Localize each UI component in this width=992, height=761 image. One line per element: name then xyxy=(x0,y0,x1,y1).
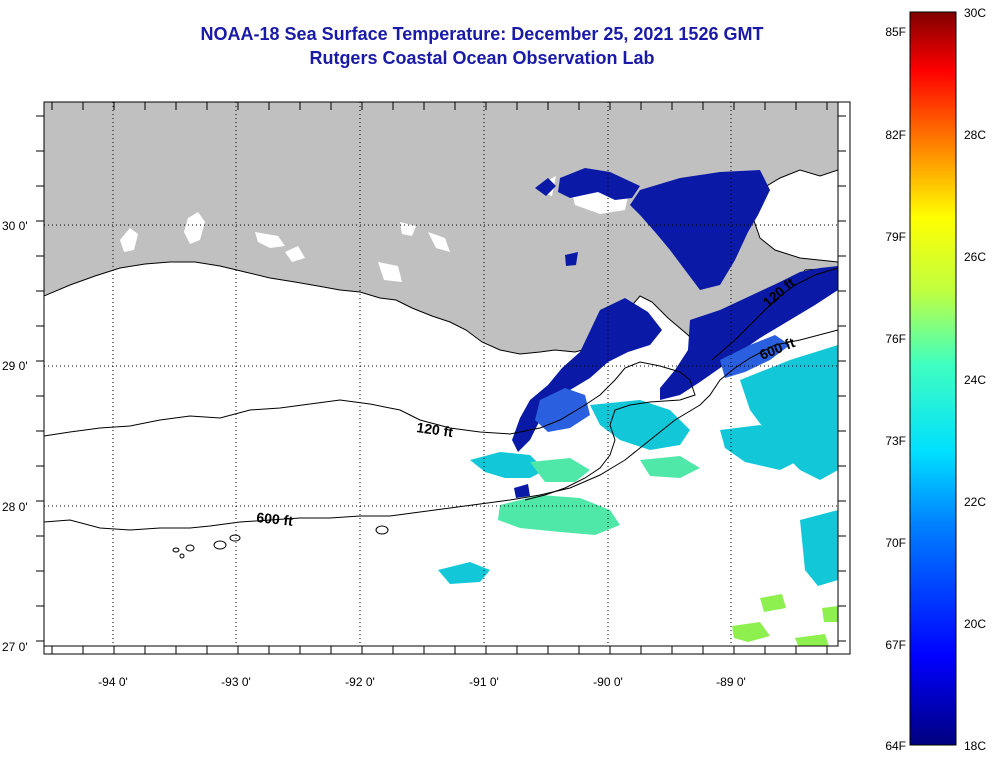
colorbar xyxy=(909,11,957,746)
lon-label: -94 0' xyxy=(98,675,128,689)
map-subtitle: Rutgers Coastal Ocean Observation Lab xyxy=(309,48,655,68)
sst-green-patches xyxy=(498,456,700,535)
latitude-labels: 30 0' 29 0' 28 0' 27 0' xyxy=(2,219,28,654)
colorbar-c-label: 28C xyxy=(964,128,986,142)
map-title: NOAA-18 Sea Surface Temperature: Decembe… xyxy=(200,24,764,44)
lake xyxy=(378,262,402,282)
colorbar-f-label: 70F xyxy=(885,536,906,550)
map-outer-frame xyxy=(43,101,851,655)
lake xyxy=(120,228,138,252)
sst-warm-patches xyxy=(438,345,838,586)
lon-label: -89 0' xyxy=(716,675,746,689)
colorbar-c-label: 26C xyxy=(964,250,986,264)
sst-light-green-patches xyxy=(732,594,838,646)
axis-ticks xyxy=(36,102,846,654)
contour-120ft-east xyxy=(711,267,838,361)
colorbar-c-label: 22C xyxy=(964,495,986,509)
colorbar-f-label: 76F xyxy=(885,332,906,346)
colorbar-f-label: 79F xyxy=(885,230,906,244)
lat-label: 30 0' xyxy=(2,219,28,233)
colorbar-c-label: 30C xyxy=(964,6,986,20)
lon-label: -91 0' xyxy=(469,675,499,689)
lon-label: -92 0' xyxy=(345,675,375,689)
lat-label: 27 0' xyxy=(2,640,28,654)
contour-600ft xyxy=(44,329,838,531)
sst-cold-patches xyxy=(512,168,838,498)
graticule xyxy=(44,102,838,646)
banks xyxy=(172,525,389,559)
colorbar-f-label: 73F xyxy=(885,434,906,448)
colorbar-c-labels: 30C 28C 26C 24C 22C 20C 18C xyxy=(964,6,986,753)
lake xyxy=(285,246,305,262)
colorbar-f-label: 85F xyxy=(885,25,906,39)
contour-label: 120 ft xyxy=(416,419,455,440)
lon-label: -90 0' xyxy=(593,675,623,689)
colorbar-f-labels: 85F 82F 79F 76F 73F 70F 67F 64F xyxy=(885,25,906,753)
colorbar-c-label: 18C xyxy=(964,739,986,753)
lake xyxy=(255,232,285,248)
lake xyxy=(760,190,838,258)
lake xyxy=(184,212,205,244)
lon-label: -93 0' xyxy=(221,675,251,689)
colorbar-f-label: 64F xyxy=(885,739,906,753)
colorbar-f-label: 67F xyxy=(885,638,906,652)
colorbar-f-label: 82F xyxy=(885,128,906,142)
colorbar-c-label: 24C xyxy=(964,373,986,387)
lake xyxy=(428,232,450,252)
contour-label: 600 ft xyxy=(256,509,294,529)
colorbar-c-label: 20C xyxy=(964,617,986,631)
lat-label: 29 0' xyxy=(2,359,28,373)
longitude-labels: -94 0' -93 0' -92 0' -91 0' -90 0' -89 0… xyxy=(98,675,746,689)
lat-label: 28 0' xyxy=(2,500,28,514)
contour-120ft xyxy=(44,361,696,501)
